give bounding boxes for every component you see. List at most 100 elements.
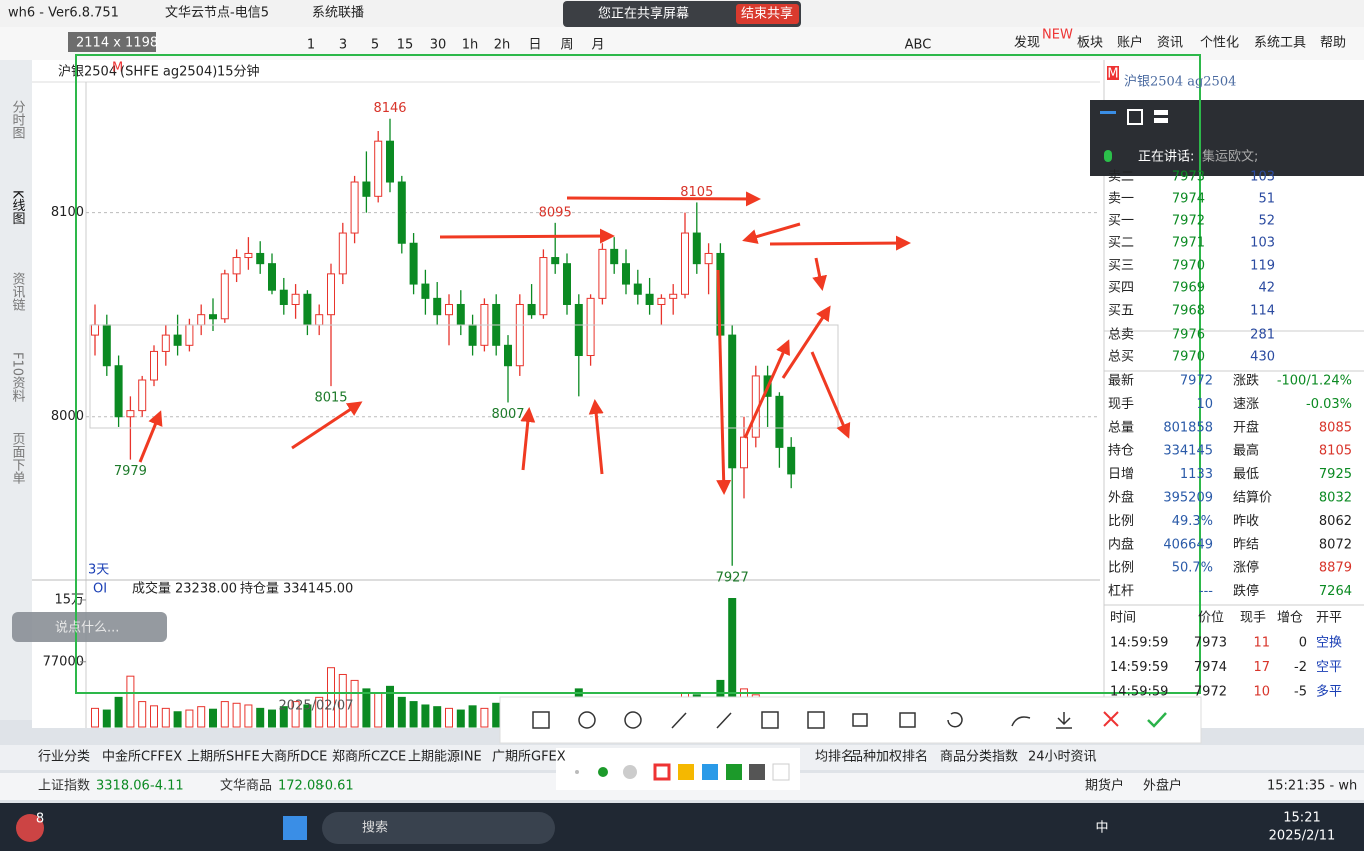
- extreme-label: 8007: [491, 407, 524, 422]
- volume-bar: [279, 706, 288, 728]
- period-button[interactable]: 5: [371, 38, 379, 53]
- draw-tools[interactable]: [532, 711, 1072, 729]
- chart-period[interactable]: 15分钟: [217, 64, 260, 80]
- trade-cell: 10: [1253, 685, 1270, 700]
- taskbar: [0, 803, 1364, 851]
- market-tab[interactable]: 均排名: [815, 749, 854, 765]
- icon[interactable]: [1100, 111, 1116, 114]
- market-tab[interactable]: 上期所SHFE: [187, 750, 260, 765]
- candle-body: [527, 303, 536, 316]
- market-tab[interactable]: 商品分类指数: [940, 750, 1018, 765]
- menu-item[interactable]: 帮助: [1320, 36, 1346, 51]
- volume-bar: [409, 701, 418, 728]
- volume-bar: [362, 688, 371, 728]
- start-button[interactable]: [283, 816, 307, 840]
- volume-bar: [91, 707, 99, 728]
- side-tab[interactable]: K线图: [10, 190, 26, 225]
- volume-bar: [244, 704, 253, 728]
- side-tab[interactable]: F10资料: [10, 352, 26, 402]
- search-box[interactable]: [322, 812, 555, 844]
- market-tab[interactable]: 24小时资讯: [1028, 750, 1097, 765]
- volume-bar: [232, 702, 241, 728]
- account-button[interactable]: 外盘户: [1143, 778, 1182, 794]
- volume-bar: [114, 696, 123, 728]
- book-label: 总买: [1108, 350, 1134, 365]
- icon[interactable]: [1154, 118, 1168, 123]
- period-button[interactable]: 3: [339, 38, 347, 53]
- app-icon[interactable]: [16, 814, 44, 842]
- volume-bar: [445, 707, 453, 728]
- period-button[interactable]: 1h: [462, 38, 479, 53]
- palette-swatches[interactable]: [575, 763, 790, 781]
- side-tab[interactable]: 分时图: [10, 100, 26, 139]
- candle-body: [515, 303, 524, 367]
- broadcast: 系统联播: [312, 6, 364, 21]
- trade-cell: -2: [1294, 660, 1307, 675]
- candle-body: [315, 314, 324, 326]
- volume-label: 成交量: [132, 581, 171, 597]
- candle-body: [504, 344, 512, 367]
- indicator[interactable]: OI: [93, 582, 107, 597]
- v-tick-label: 77000: [43, 654, 84, 669]
- market-tab[interactable]: 行业分类: [38, 750, 90, 765]
- menu-item[interactable]: 板块: [1077, 36, 1103, 51]
- market-tab[interactable]: 上期能源INE: [408, 750, 482, 765]
- stat-label: 最新: [1108, 373, 1134, 389]
- candle-body: [185, 324, 194, 346]
- extreme-label: 8105: [680, 185, 713, 200]
- account-button[interactable]: 期货户: [1085, 778, 1124, 794]
- candle-body: [303, 293, 312, 326]
- oi-value: 334145.00: [283, 582, 353, 597]
- market-tab[interactable]: 郑商所CZCE: [332, 750, 406, 765]
- market-tab[interactable]: 中金所CFFEX: [102, 749, 182, 765]
- candle-body: [291, 293, 300, 305]
- menu-item[interactable]: 资讯: [1157, 36, 1183, 51]
- book-label: 买五: [1108, 304, 1134, 319]
- stat-label: 日增: [1108, 467, 1134, 482]
- stat-value: 8032: [1319, 491, 1352, 506]
- icon[interactable]: [1127, 109, 1143, 125]
- chat-box[interactable]: [12, 612, 167, 642]
- date-label: 2025/02/07: [279, 699, 354, 714]
- market-tab[interactable]: 品种加权排名: [850, 749, 928, 765]
- period-button[interactable]: 1: [307, 38, 315, 53]
- book-price: 7970: [1172, 259, 1205, 274]
- candle-body: [433, 297, 442, 316]
- stat-value: ---: [1199, 584, 1213, 599]
- stat-value: 7264: [1319, 584, 1352, 599]
- period-button[interactable]: 周: [560, 38, 573, 53]
- trade-cell: 17: [1253, 660, 1270, 675]
- volume-bar: [138, 701, 147, 728]
- period-button[interactable]: 月: [591, 38, 604, 53]
- quote-marker-box: [1107, 66, 1119, 80]
- period-button[interactable]: 30: [430, 38, 447, 53]
- candle-body: [704, 252, 713, 265]
- candle-body: [456, 303, 465, 326]
- trades-header: 价位: [1198, 611, 1224, 626]
- trades-header: 增仓: [1277, 611, 1303, 626]
- cancel[interactable]: [1103, 711, 1119, 727]
- side-tabs: [0, 60, 32, 720]
- period-button[interactable]: 2h: [494, 38, 511, 53]
- book-qty: 119: [1250, 259, 1275, 274]
- market-tab[interactable]: 大商所DCE: [261, 750, 327, 765]
- side-tab[interactable]: 资讯链: [10, 272, 26, 312]
- side-tab[interactable]: 页面下单: [10, 432, 26, 484]
- period-button[interactable]: 日: [528, 38, 541, 53]
- volume-bar: [433, 706, 442, 728]
- end-share-button[interactable]: [736, 4, 799, 24]
- candle-body: [362, 181, 371, 197]
- confirm[interactable]: [1147, 712, 1167, 728]
- market-tab[interactable]: 广期所GFEX: [492, 750, 566, 765]
- icon[interactable]: [1154, 110, 1168, 115]
- menu-item[interactable]: 账户: [1117, 35, 1143, 51]
- text-tool: ABC: [905, 38, 932, 53]
- menu-item[interactable]: 个性化: [1200, 36, 1239, 51]
- volume-bar: [161, 707, 170, 728]
- book-label: 卖一: [1108, 192, 1134, 207]
- chat-placeholder: 说点什么...: [55, 621, 119, 636]
- menu-item[interactable]: 系统工具: [1254, 36, 1306, 51]
- menu-item[interactable]: 发现: [1014, 35, 1040, 51]
- stat-value: 8105: [1319, 444, 1352, 459]
- period-button[interactable]: 15: [397, 38, 414, 53]
